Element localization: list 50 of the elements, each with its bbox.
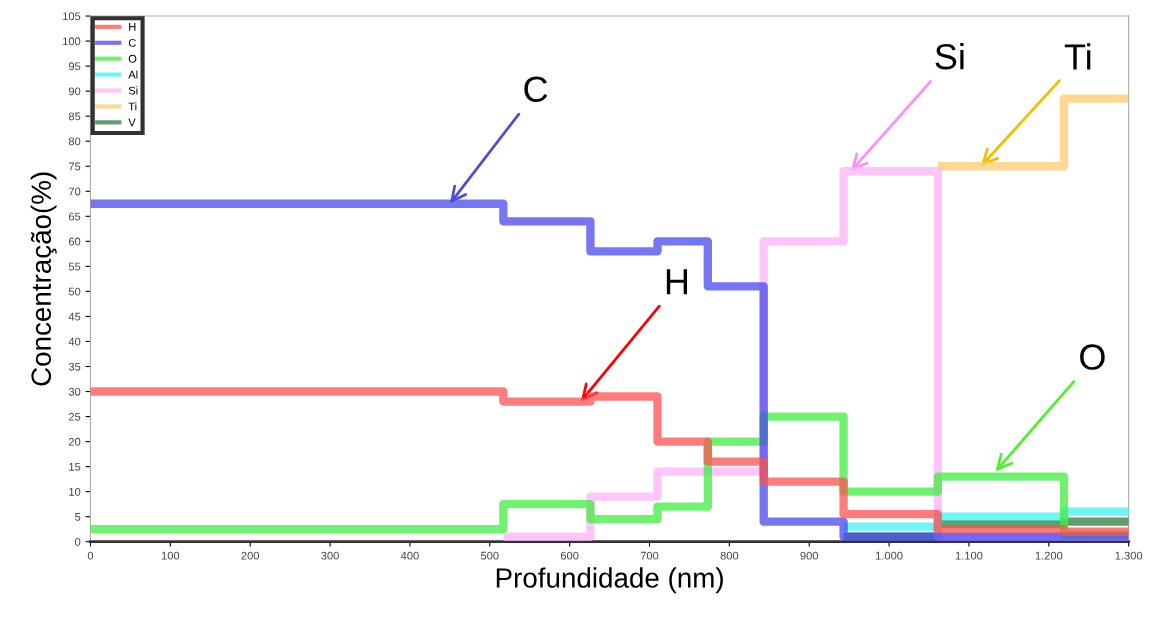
y-tick-label: 85: [68, 112, 81, 121]
annotation: Ti: [1064, 43, 1091, 70]
y-tick-label: 15: [69, 463, 81, 471]
y-tick-label: 35: [68, 362, 81, 371]
x-tick-label: 600: [560, 551, 579, 560]
x-tick-label: 1.200: [1035, 551, 1063, 560]
x-axis-title: Profundidade (nm): [496, 567, 723, 594]
x-tick-label: 800: [720, 551, 739, 560]
y-tick-label: 40: [68, 337, 81, 346]
y-tick-label: 90: [68, 87, 81, 96]
legend-label: O: [128, 54, 137, 63]
x-tick-label: 900: [800, 551, 819, 560]
x-tick-label: 100: [161, 551, 180, 560]
legend-label: Ti: [128, 102, 137, 111]
x-tick-label: 700: [640, 551, 659, 560]
y-axis-title: Concentração(%): [30, 172, 57, 386]
y-tick-label: 55: [68, 262, 81, 271]
legend-label: C: [128, 38, 136, 47]
x-tick-label: 0: [87, 551, 94, 560]
x-tick-label: 1.100: [955, 551, 983, 560]
y-tick-label: 20: [68, 437, 81, 446]
y-tick-label: 10: [69, 487, 81, 496]
y-tick-label: 5: [75, 513, 81, 521]
x-tick-label: 1.300: [1115, 551, 1143, 560]
y-tick-label: 100: [63, 37, 81, 46]
x-tick-label: 500: [480, 551, 499, 560]
x-tick-label: 300: [321, 551, 339, 560]
y-tick-label: 30: [68, 387, 81, 396]
y-tick-label: 80: [68, 137, 81, 146]
legend-label: Al: [128, 70, 138, 79]
y-tick-label: 75: [68, 162, 81, 171]
legend-label: H: [129, 23, 136, 31]
y-tick-label: 105: [63, 12, 81, 21]
legend-label: Si: [128, 86, 138, 95]
y-tick-label: 25: [68, 412, 81, 421]
annotation: Si: [935, 42, 964, 70]
y-tick-label: 60: [68, 237, 81, 246]
x-tick-label: 1.000: [876, 551, 903, 560]
y-tick-label: 65: [68, 212, 81, 221]
annotation: H: [666, 269, 688, 295]
y-tick-label: 45: [68, 312, 81, 321]
annotation: O: [1080, 344, 1105, 370]
y-tick-label: 95: [68, 62, 81, 71]
annotation: C: [524, 76, 548, 103]
y-tick-label: 50: [68, 287, 81, 296]
y-tick-label: 0: [75, 537, 81, 546]
y-tick-label: 70: [68, 187, 81, 196]
x-tick-label: 200: [241, 551, 260, 560]
legend-label: V: [128, 118, 136, 127]
x-tick-label: 400: [400, 551, 419, 560]
